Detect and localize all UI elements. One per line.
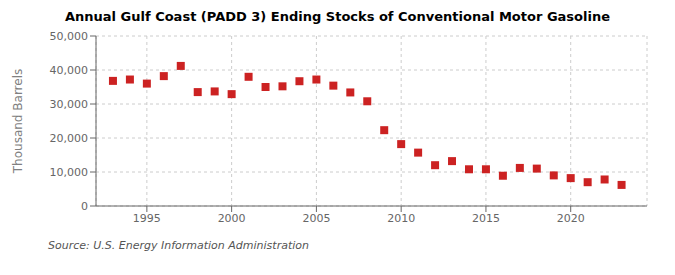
html-text:Source: U.S. Energy Informatio: Source: U.S. Energy Information Administ…	[48, 239, 309, 252]
svg-text:50,000: 50,000	[50, 30, 89, 43]
html-text:Annual Gulf Coast (PADD 3) End: Annual Gulf Coast (PADD 3) Ending Stocks…	[65, 9, 610, 24]
svg-text:2015: 2015	[472, 212, 500, 225]
svg-text:2000: 2000	[218, 212, 246, 225]
svg-text:40,000: 40,000	[50, 64, 89, 77]
svg-text:1995: 1995	[133, 212, 161, 225]
svg-text:Thousand Barrels: Thousand Barrels	[11, 69, 25, 174]
svg-text:30,000: 30,000	[50, 98, 89, 111]
svg-text:10,000: 10,000	[50, 166, 89, 179]
svg-text:2010: 2010	[387, 212, 415, 225]
svg-text:2005: 2005	[302, 212, 330, 225]
svg-text:20,000: 20,000	[50, 132, 89, 145]
svg-text:2020: 2020	[557, 212, 585, 225]
svg-text:0: 0	[81, 200, 88, 213]
